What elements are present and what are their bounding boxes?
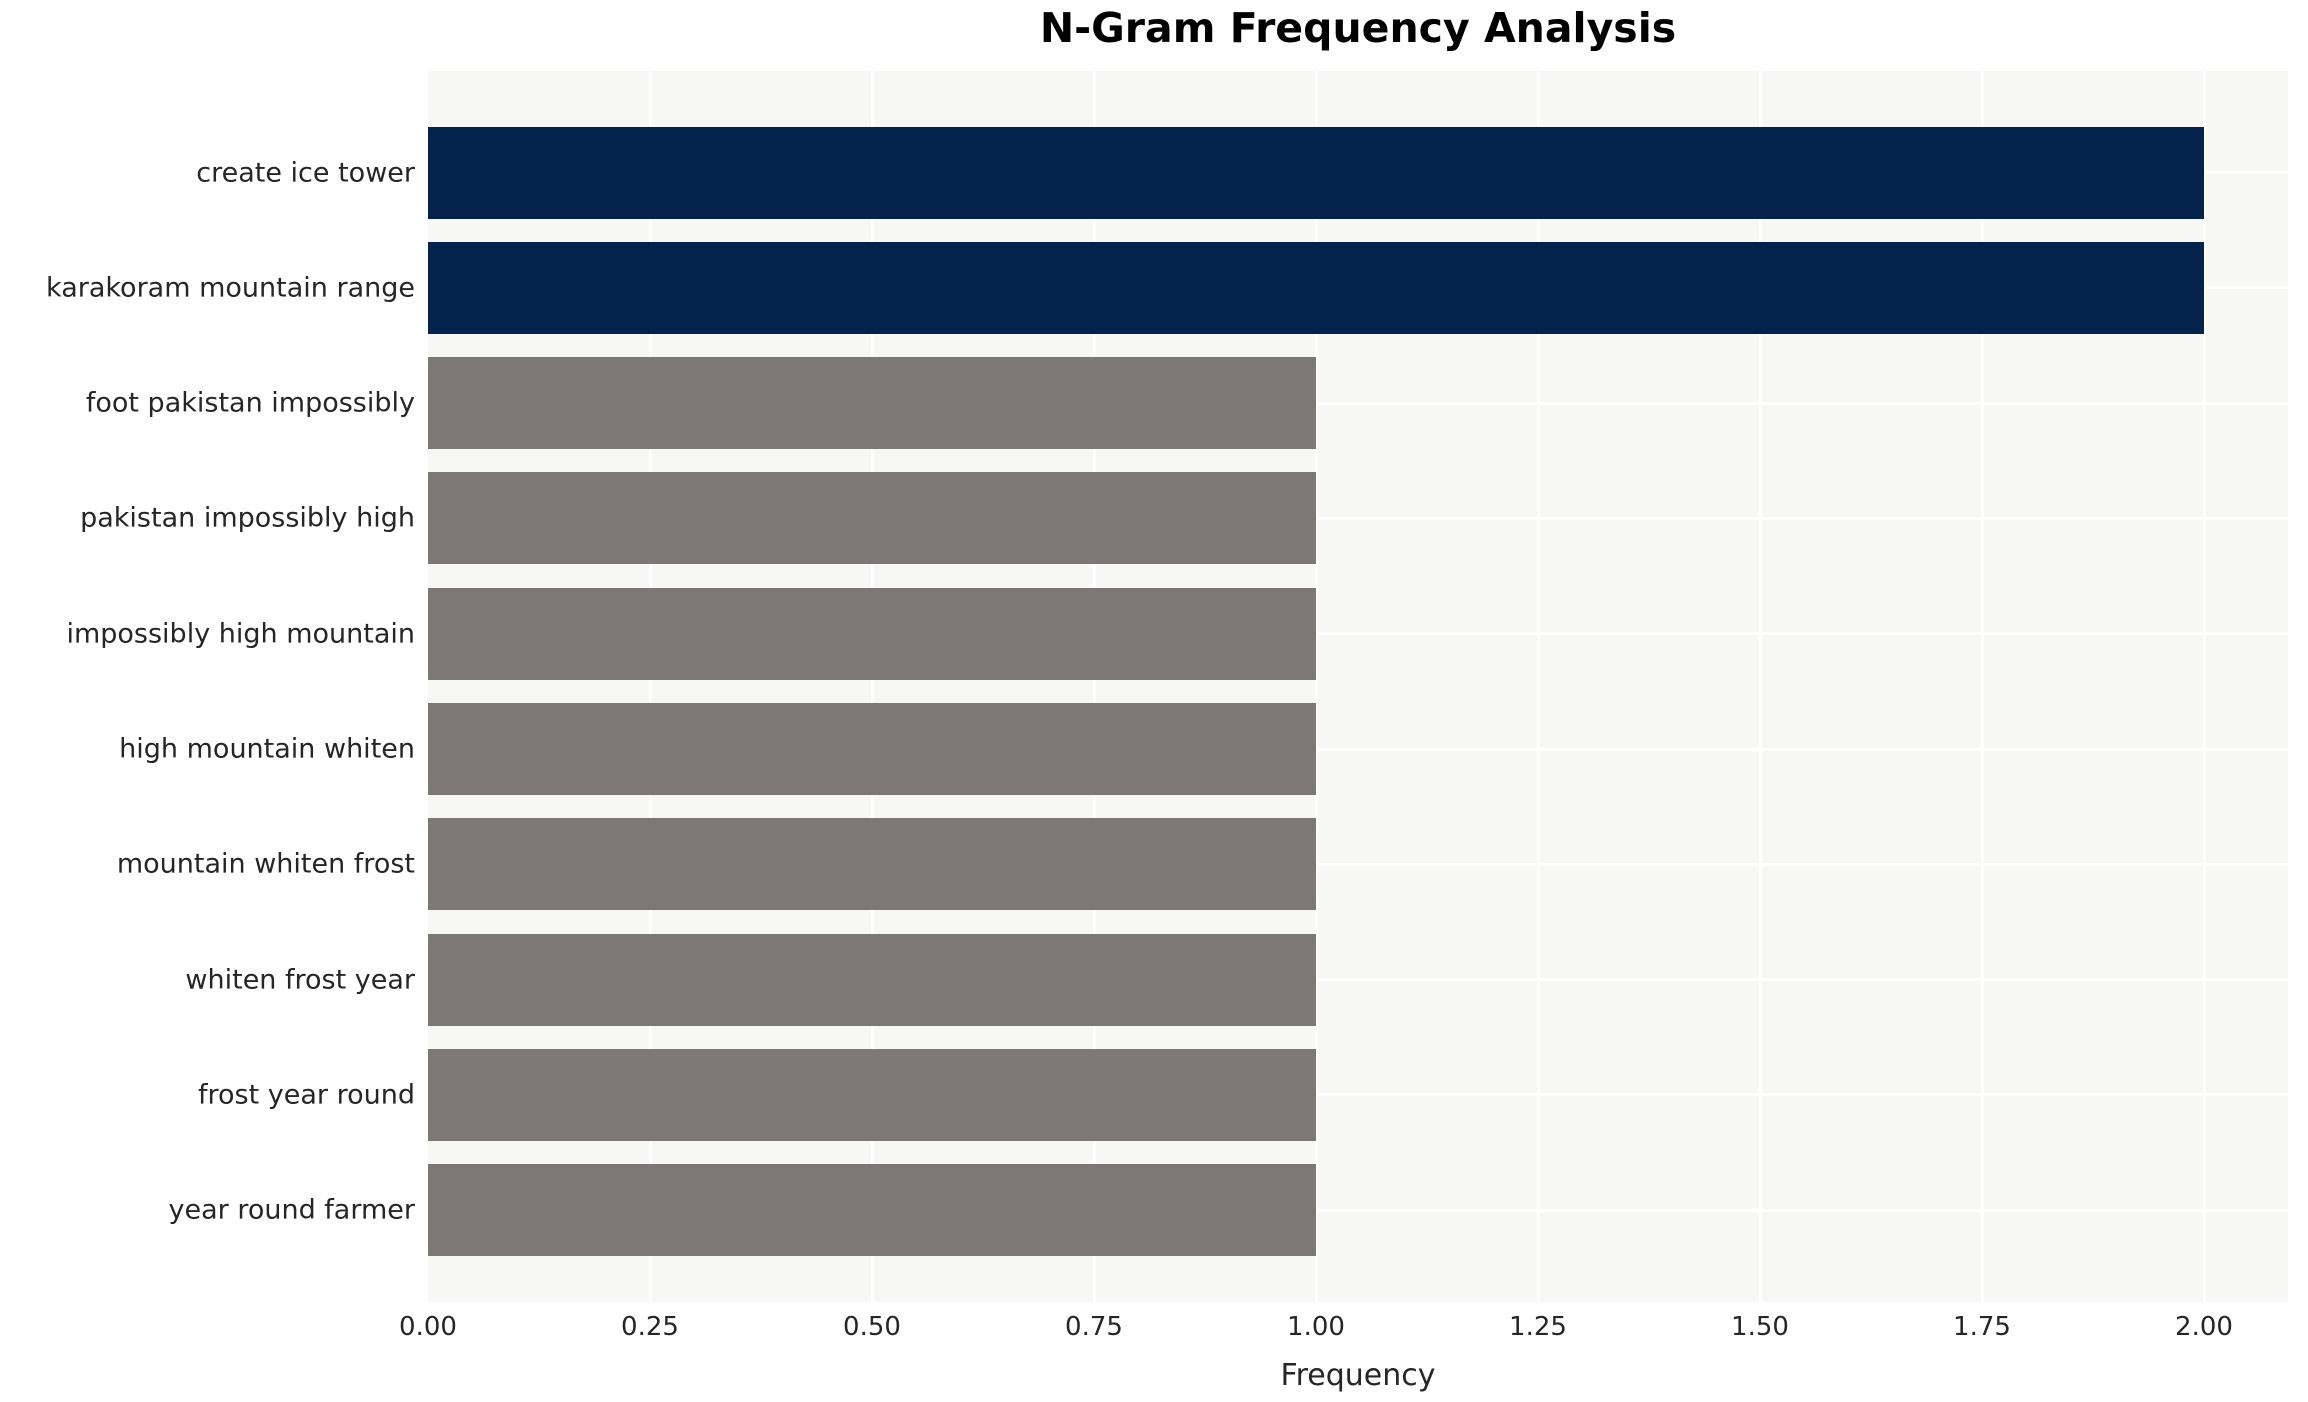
gridline-vertical [1092,71,1096,1302]
bar [428,587,1316,680]
plot-area [428,71,2288,1302]
chart-title: N-Gram Frequency Analysis [1039,4,1677,52]
gridline-horizontal [428,516,2288,520]
y-tick-label: mountain whiten frost [116,848,415,880]
gridline-horizontal [428,978,2288,982]
gridline-vertical [1536,71,1540,1302]
x-tick-label: 0.75 [1065,1312,1123,1342]
y-tick-label: year round farmer [168,1194,415,1226]
x-tick-label: 1.75 [1953,1312,2011,1342]
gridline-horizontal [428,401,2288,405]
y-tick-label: foot pakistan impossibly [85,387,415,419]
bar [428,472,1316,565]
bar [428,818,1316,911]
x-tick-label: 1.25 [1509,1312,1567,1342]
bar [428,703,1316,795]
y-tick-label: pakistan impossibly high [80,502,415,534]
y-tick-label: high mountain whiten [119,733,415,765]
gridline-horizontal [428,1208,2288,1212]
y-tick-label: whiten frost year [185,964,415,996]
x-tick-label: 1.50 [1731,1312,1789,1342]
x-tick-label: 0.00 [399,1312,457,1342]
gridline-vertical [648,71,652,1302]
bar [428,1164,1316,1257]
x-tick-label: 0.25 [621,1312,679,1342]
gridline-horizontal [428,747,2288,751]
y-tick-label: create ice tower [196,157,415,188]
y-tick-label: frost year round [198,1079,415,1111]
gridline-horizontal [428,632,2288,636]
gridline-horizontal [428,1093,2288,1097]
bar [428,357,1316,450]
bar [428,126,2204,219]
y-tick-label: karakoram mountain range [46,272,415,304]
bar [428,241,2204,334]
bar [428,1048,1316,1141]
gridline-vertical [1314,71,1318,1302]
gridline-vertical [2202,71,2206,1302]
gridline-vertical [1980,71,1984,1302]
gridline-horizontal [428,862,2288,866]
x-tick-label: 0.50 [843,1312,901,1342]
y-tick-label: impossibly high mountain [66,618,415,650]
x-tick-label: 2.00 [2175,1312,2233,1342]
x-axis-label: Frequency [1280,1358,1436,1393]
gridline-vertical [870,71,874,1302]
x-tick-label: 1.00 [1287,1312,1345,1342]
bar [428,933,1316,1026]
gridline-vertical [1758,71,1762,1302]
